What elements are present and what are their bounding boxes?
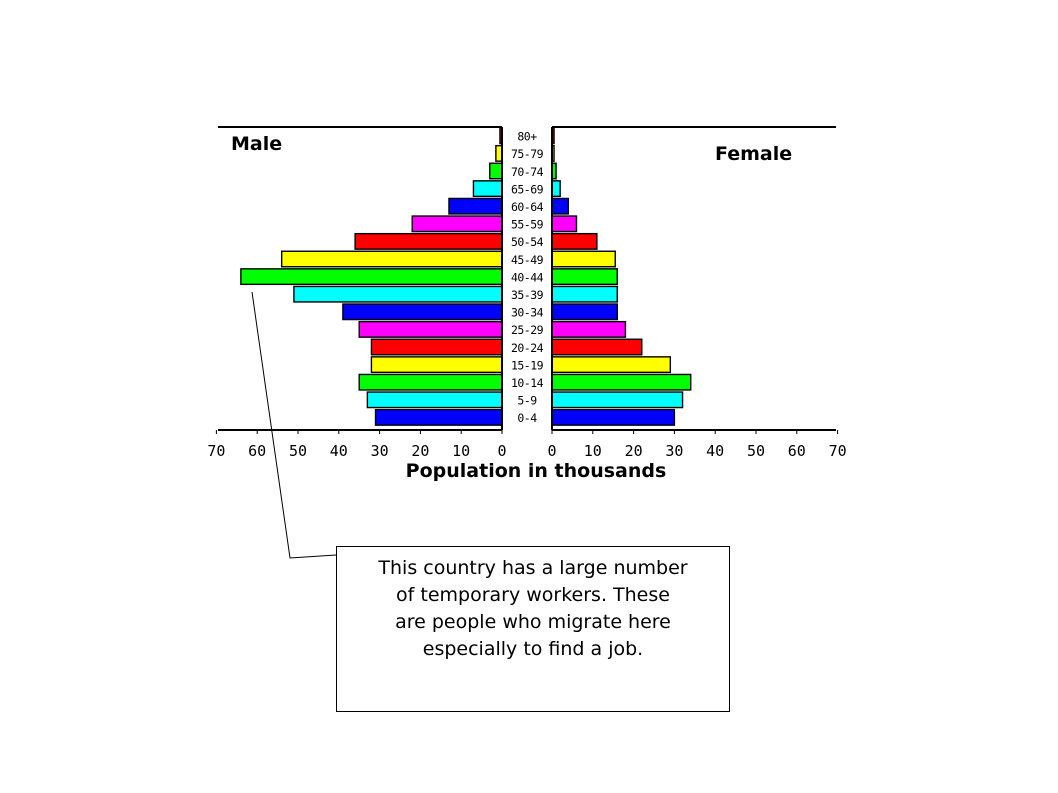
age-label: 60-64 [511,200,544,214]
female-tick-label: 10 [584,442,602,460]
age-label: 15-19 [511,358,544,372]
female-tick-label: 70 [829,442,847,460]
age-labels: 0-4 5-9 10-14 15-19 20-24 25-29 30-34 35-39 40-4… [511,130,544,426]
age-label: 10-14 [511,376,544,390]
age-label: 20-24 [511,341,544,355]
axis-layer: 0 0 10 10 20 20 30 30 40 40 50 50 60 60 70 70 [207,126,847,460]
age-label: 45-49 [511,253,544,267]
female-bar-45-49 [551,250,616,268]
male-bar-10-14 [358,373,503,391]
male-bar-5-9 [366,391,503,409]
male-tick-label: 20 [411,442,429,460]
bars-layer [240,127,692,426]
female-bar-20-24 [551,338,643,356]
age-label: 75-79 [511,147,544,161]
annotation-line: are people who migrate here [395,611,671,633]
male-tick-label: 70 [207,442,225,460]
annotation-line: This country has a large number [378,557,688,579]
age-label: 70-74 [511,165,544,179]
female-bar-65-69 [551,180,561,198]
x-axis-title: Population in thousands [406,460,667,482]
annotation-box: This country has a large number of tempo… [336,546,730,712]
male-bar-0-4 [374,408,503,426]
male-tick-label: 30 [371,442,389,460]
female-bar-40-44 [551,268,618,286]
male-bar-35-39 [293,285,503,303]
male-bar-65-69 [472,180,503,198]
age-label: 40-44 [511,270,544,284]
female-tick-label: 30 [665,442,683,460]
female-bar-55-59 [551,215,578,233]
male-bar-25-29 [358,320,503,338]
annotation-line: of temporary workers. These [396,584,670,606]
female-bar-35-39 [551,285,618,303]
male-tick-label: 0 [497,442,506,460]
female-bar-50-54 [551,232,598,250]
age-label: 65-69 [511,182,544,196]
age-label: 5-9 [517,394,537,408]
female-panel-title: Female [715,143,792,165]
female-bar-60-64 [551,197,570,215]
age-label: 0-4 [517,411,537,425]
male-tick-label: 60 [248,442,266,460]
annotation-pointer-line [251,291,337,559]
annotation-line: especially to find a job. [422,638,644,660]
male-bar-50-54 [354,232,503,250]
male-bar-20-24 [370,338,503,356]
female-tick-label: 20 [625,442,643,460]
age-label: 30-34 [511,306,544,320]
male-tick-label: 10 [452,442,470,460]
male-bar-60-64 [448,197,503,215]
female-bar-15-19 [551,356,672,374]
female-tick-label: 50 [747,442,765,460]
male-bar-15-19 [370,356,503,374]
female-bar-5-9 [551,391,684,409]
age-label: 50-54 [511,235,544,249]
male-tick-label: 40 [330,442,348,460]
female-bar-25-29 [551,320,627,338]
female-bar-30-34 [551,303,618,321]
male-bar-70-74 [489,162,503,180]
female-bar-10-14 [551,373,692,391]
male-bar-30-34 [342,303,503,321]
age-label: 55-59 [511,218,544,232]
male-bar-40-44 [240,268,503,286]
age-label: 35-39 [511,288,544,302]
female-tick-label: 40 [706,442,724,460]
age-label: 25-29 [511,323,544,337]
male-bar-45-49 [280,250,503,268]
female-tick-label: 60 [788,442,806,460]
age-label: 80+ [517,130,537,144]
female-tick-label: 0 [547,442,556,460]
male-panel-title: Male [231,133,282,155]
female-bar-0-4 [551,408,676,426]
male-tick-label: 50 [289,442,307,460]
male-bar-55-59 [411,215,503,233]
